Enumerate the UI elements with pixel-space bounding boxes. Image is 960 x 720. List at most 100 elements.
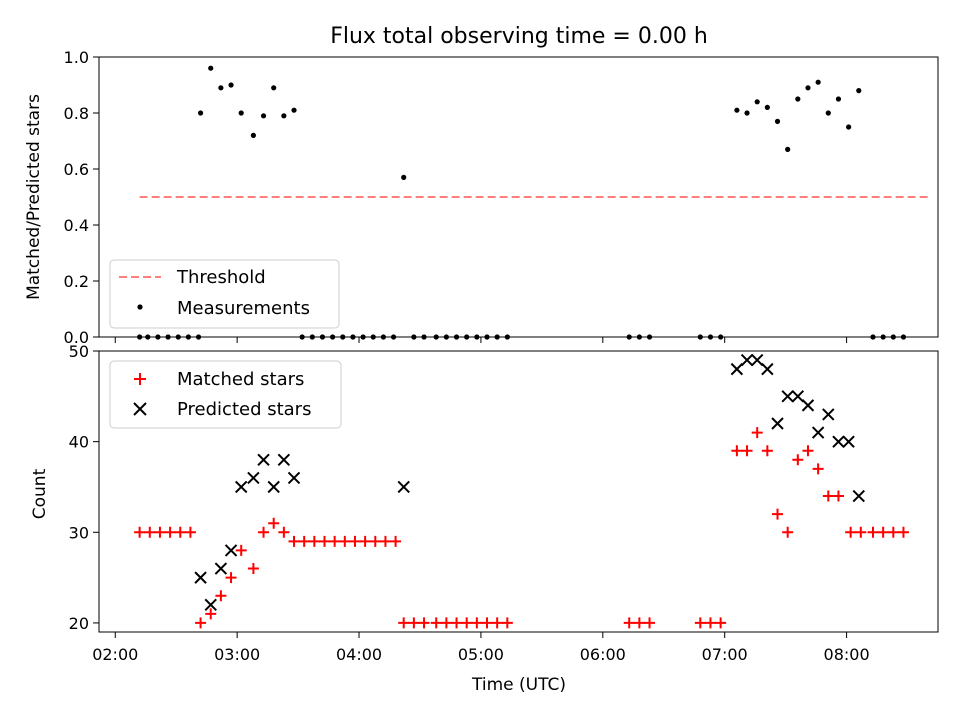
count-x-tick-label: 02:00 <box>92 645 138 664</box>
chart-title: Flux total observing time = 0.00 h <box>330 24 708 49</box>
matched-star-point <box>481 617 493 629</box>
matched-star-point <box>288 535 300 547</box>
ratio-legend: Threshold Measurements <box>109 259 340 329</box>
ratio-legend-box <box>109 259 340 329</box>
predicted-star-point <box>761 362 774 376</box>
matched-star-point <box>329 535 341 547</box>
matched-star-point <box>772 508 784 520</box>
predicted-star-point <box>204 598 217 612</box>
count-x-tick-label: 04:00 <box>336 645 382 664</box>
predicted-star-point <box>811 426 825 439</box>
matched-star-point <box>491 617 503 629</box>
count-x-tick-label: 08:00 <box>824 645 870 664</box>
matched-star-point <box>278 526 290 538</box>
predicted-star-point <box>791 390 805 403</box>
matched-star-point <box>268 517 280 529</box>
legend-predicted-swatch <box>133 402 147 416</box>
predicted-star-point <box>194 571 207 584</box>
matched-star-point <box>184 526 196 538</box>
matched-star-point <box>144 526 156 538</box>
matched-star-point <box>887 526 899 538</box>
measurement-point <box>754 99 760 105</box>
measurement-point <box>774 118 781 124</box>
predicted-star-point <box>740 353 754 367</box>
predicted-star-point <box>397 480 410 494</box>
matched-star-point <box>258 526 270 538</box>
legend-measurements-swatch <box>137 304 143 310</box>
matched-star-point <box>359 535 371 547</box>
matched-star-point <box>761 445 773 457</box>
legend-matched-swatch <box>134 373 146 385</box>
predicted-star-point <box>832 435 845 448</box>
matched-star-point <box>471 617 483 629</box>
measurement-point <box>260 113 267 119</box>
predicted-star-point <box>852 489 865 503</box>
count-y-tick-label: 20 <box>69 614 89 633</box>
matched-star-point <box>205 608 217 620</box>
matched-star-point <box>644 617 656 629</box>
matched-star-point <box>694 617 706 629</box>
matched-star-point <box>855 526 867 538</box>
measurement-point <box>815 79 821 85</box>
matched-star-point <box>501 617 513 629</box>
legend-matched-label: Matched stars <box>177 369 304 390</box>
measurement-point <box>208 65 214 71</box>
matched-star-point <box>369 535 381 547</box>
ratio-y-axis-label: Matched/Predicted stars <box>24 94 44 300</box>
count-y-tick-label: 40 <box>69 433 89 452</box>
count-y-tick-label: 50 <box>69 342 89 361</box>
matched-star-point <box>867 526 879 538</box>
ratio-y-tick-label: 0.6 <box>64 160 89 179</box>
measurement-point <box>744 110 750 116</box>
count-x-tick-label: 03:00 <box>214 645 260 664</box>
predicted-star-point <box>214 562 228 575</box>
measurement-point <box>764 104 770 110</box>
predicted-star-point <box>750 353 764 367</box>
matched-star-point <box>215 590 227 602</box>
matched-star-point <box>704 617 716 629</box>
measurement-point <box>805 85 811 91</box>
matched-star-point <box>418 617 430 629</box>
matched-star-point <box>225 572 237 584</box>
matched-star-point <box>298 535 310 547</box>
matched-star-point <box>877 526 889 538</box>
measurement-point <box>785 146 791 152</box>
predicted-star-point <box>257 453 270 466</box>
count-panel: 20 30 40 50 02:00 03:00 04:00 05:00 06:00 07:00 08… <box>30 342 939 695</box>
matched-star-point <box>731 445 743 457</box>
measurement-point <box>281 113 287 119</box>
measurement-point <box>795 96 801 102</box>
matched-star-point <box>339 535 351 547</box>
legend-threshold-label: Threshold <box>176 267 266 288</box>
count-x-tick-label: 06:00 <box>580 645 626 664</box>
measurement-point <box>734 107 740 113</box>
predicted-star-point <box>267 480 280 494</box>
matched-star-point <box>247 563 259 575</box>
matched-star-point <box>802 445 814 457</box>
ratio-y-tick-label: 0.0 <box>64 328 89 347</box>
ratio-axes-frame <box>98 56 939 338</box>
predicted-star-point <box>277 453 291 466</box>
predicted-star-point <box>247 471 260 485</box>
ratio-y-tick-label: 1.0 <box>64 48 89 67</box>
ratio-panel: 0.0 0.2 0.4 0.6 0.8 1.0 Matched/Predicted sta… <box>24 48 939 347</box>
matched-star-point <box>174 526 186 538</box>
matched-star-point <box>792 454 804 466</box>
measurement-point <box>197 110 204 116</box>
measurement-point <box>291 107 297 113</box>
matched-star-point <box>195 617 207 629</box>
matched-star-point <box>812 463 824 475</box>
predicted-star-point <box>801 399 815 412</box>
measurement-point <box>238 110 244 116</box>
matched-star-point <box>308 535 320 547</box>
measurement-point <box>250 132 256 138</box>
matched-star-point <box>440 617 452 629</box>
predicted-star-point <box>730 362 744 376</box>
matched-star-point <box>318 535 330 547</box>
count-y-tick-label: 30 <box>69 523 89 542</box>
matched-star-point <box>235 544 247 556</box>
matched-star-point <box>390 535 402 547</box>
matched-star-point <box>451 617 463 629</box>
count-x-tick-label: 05:00 <box>458 645 504 664</box>
measurement-point <box>856 88 862 94</box>
